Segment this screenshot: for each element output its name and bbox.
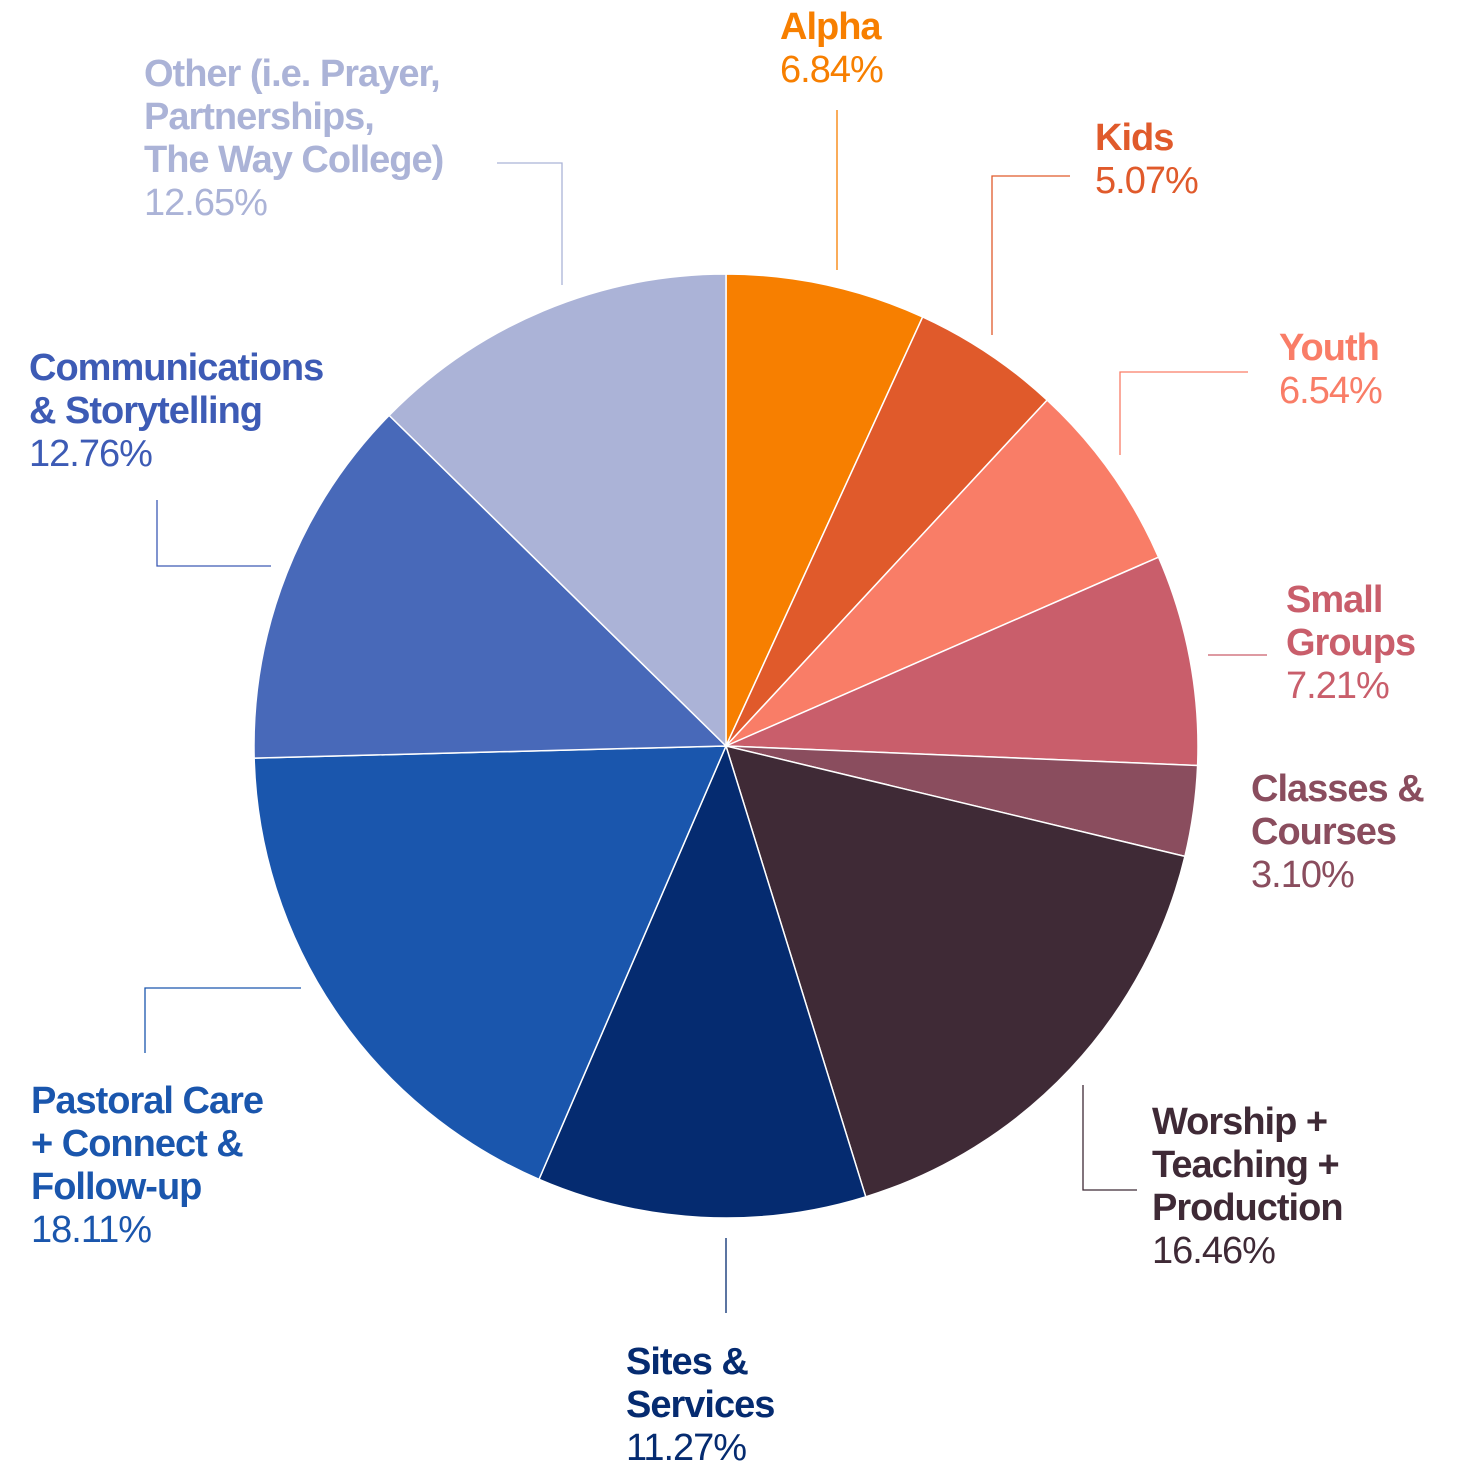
slice-label-communications: Communications & Storytelling 12.76% <box>29 347 324 476</box>
slice-label-value: 16.46% <box>1152 1230 1276 1272</box>
slice-label-value: 6.54% <box>1279 370 1383 412</box>
pie-slice-kids <box>725 316 1048 747</box>
pie-slice-small <box>725 556 1199 767</box>
pie-slice-other-i-e-prayer <box>388 273 727 747</box>
slice-label-worship: Worship + Teaching + Production 16.46% <box>1152 1101 1344 1273</box>
leader-line-kids <box>991 175 1070 335</box>
slice-label-name: Sites & Services <box>626 1341 775 1426</box>
pie-slices <box>253 273 1199 1219</box>
slice-label-name: Pastoral Care + Connect & Follow-up <box>31 1080 264 1208</box>
slice-label-value: 11.27% <box>626 1427 747 1469</box>
slice-label-value: 12.76% <box>29 433 153 475</box>
slice-label-sites: Sites & Services 11.27% <box>626 1341 775 1470</box>
leader-line-youth <box>1119 371 1248 455</box>
leader-line-pastoral <box>144 987 301 1053</box>
slice-label-other: Other (i.e. Prayer, Partnerships, The Wa… <box>144 53 444 225</box>
slice-label-value: 18.11% <box>31 1209 152 1251</box>
slice-label-name: Other (i.e. Prayer, Partnerships, The Wa… <box>144 53 444 181</box>
slice-label-name: Alpha <box>780 6 882 48</box>
slice-label-small-groups: Small Groups 7.21% <box>1286 579 1416 708</box>
slice-label-value: 6.84% <box>780 49 884 91</box>
slice-label-name: Small Groups <box>1286 579 1416 664</box>
slice-label-value: 3.10% <box>1251 854 1355 896</box>
slice-label-pastoral: Pastoral Care + Connect & Follow-up 18.1… <box>31 1080 264 1252</box>
leader-line-other <box>497 162 563 285</box>
pie-slice-youth <box>725 399 1160 747</box>
leader-line-communications <box>156 500 271 567</box>
slice-label-value: 12.65% <box>144 182 268 224</box>
pie-slice-sites <box>538 745 867 1219</box>
slice-label-alpha: Alpha 6.84% <box>780 6 884 92</box>
pie-slice-worship <box>725 745 1186 1198</box>
slice-label-classes: Classes & Courses 3.10% <box>1251 768 1425 897</box>
slice-label-youth: Youth 6.54% <box>1279 327 1383 413</box>
slice-label-kids: Kids 5.07% <box>1095 117 1199 203</box>
leader-line-worship <box>1082 1085 1137 1191</box>
slice-label-value: 5.07% <box>1095 160 1199 202</box>
slice-label-name: Worship + Teaching + Production <box>1152 1101 1344 1229</box>
slice-label-name: Communications & Storytelling <box>29 347 324 432</box>
slice-label-name: Youth <box>1279 327 1380 369</box>
leader-lines <box>144 110 1267 1313</box>
slice-label-name: Kids <box>1095 117 1174 159</box>
slice-label-name: Classes & Courses <box>1251 768 1425 853</box>
pie-slice-pastoral-care <box>253 745 727 1181</box>
pie-slice-communications <box>253 414 727 759</box>
pie-slice-alpha <box>725 273 924 747</box>
slice-label-value: 7.21% <box>1286 665 1390 707</box>
